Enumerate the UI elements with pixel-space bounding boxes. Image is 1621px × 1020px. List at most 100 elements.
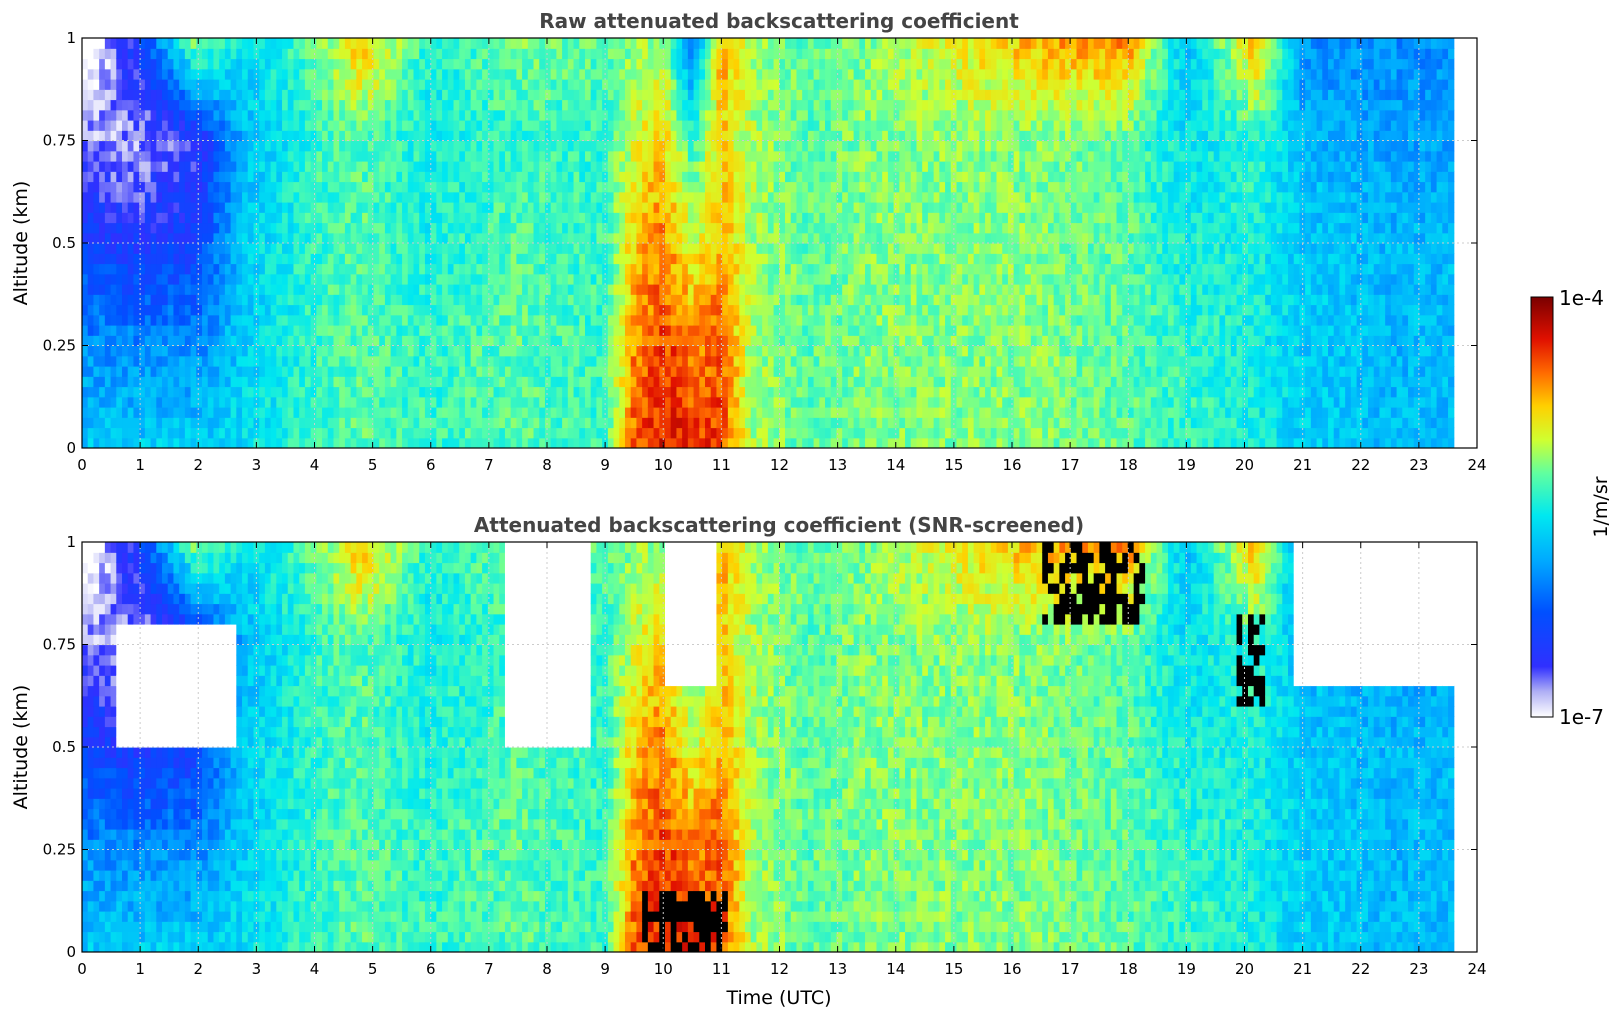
heatmap-cell <box>333 345 340 357</box>
heatmap-cell <box>179 314 186 326</box>
heatmap-cell <box>516 79 523 90</box>
heatmap-cell <box>310 386 317 398</box>
heatmap-cell <box>344 140 352 152</box>
heatmap-cell <box>579 161 586 172</box>
heatmap-cell <box>350 376 357 388</box>
heatmap-cell <box>236 366 243 377</box>
heatmap-cell <box>544 294 552 306</box>
heatmap-cell <box>356 232 363 244</box>
heatmap-cell <box>253 140 260 152</box>
heatmap-cell <box>510 407 517 418</box>
heatmap-cell <box>264 48 272 60</box>
heatmap-cell <box>562 253 569 265</box>
heatmap-cell <box>533 355 540 367</box>
heatmap-cell <box>482 396 489 408</box>
heatmap-cell <box>642 407 649 418</box>
heatmap-cell <box>150 38 157 49</box>
heatmap-cell <box>373 150 380 162</box>
heatmap-cell <box>464 150 472 162</box>
heatmap-cell <box>705 325 712 336</box>
heatmap-cell <box>156 386 163 398</box>
heatmap-cell <box>579 407 586 418</box>
heatmap-cell <box>487 120 495 131</box>
heatmap-cell <box>567 407 575 418</box>
heatmap-cell <box>144 427 152 439</box>
heatmap-cell <box>310 79 317 90</box>
heatmap-cell <box>259 222 266 234</box>
heatmap-cell <box>99 140 106 152</box>
heatmap-cell <box>419 304 426 316</box>
heatmap-cell <box>362 376 369 388</box>
heatmap-cell <box>122 191 129 203</box>
heatmap-cell <box>167 417 175 429</box>
heatmap-cell <box>613 68 620 80</box>
heatmap-cell <box>310 89 317 101</box>
heatmap-cell <box>733 130 740 142</box>
heatmap-cell <box>579 150 586 162</box>
heatmap-cell <box>544 150 552 162</box>
heatmap-cell <box>264 345 272 357</box>
heatmap-cell <box>144 396 152 408</box>
heatmap-cell <box>459 294 466 306</box>
heatmap-cell <box>236 437 243 448</box>
heatmap-cell <box>333 294 340 306</box>
heatmap-cell <box>270 427 277 439</box>
heatmap-cell <box>270 325 277 336</box>
heatmap-cell <box>767 284 775 295</box>
heatmap-cell <box>607 263 615 275</box>
heatmap-cell <box>785 150 792 162</box>
heatmap-cell <box>602 396 609 408</box>
heatmap-cell <box>716 294 723 306</box>
heatmap-cell <box>259 202 266 213</box>
heatmap-cell <box>276 386 283 398</box>
heatmap-cell <box>487 273 495 285</box>
heatmap-cell <box>122 355 129 367</box>
heatmap-cell <box>533 161 540 172</box>
heatmap-cell <box>436 407 443 418</box>
heatmap-cell <box>533 335 540 347</box>
heatmap-cell <box>619 396 626 408</box>
heatmap-cell <box>499 38 506 49</box>
heatmap-cell <box>327 130 335 142</box>
heatmap-cell <box>647 191 655 203</box>
heatmap-cell <box>379 376 386 388</box>
heatmap-cell <box>156 243 163 254</box>
heatmap-cell <box>459 243 466 254</box>
heatmap-cell <box>116 304 123 316</box>
heatmap-cell <box>510 243 517 254</box>
heatmap-cell <box>607 171 615 183</box>
heatmap-cell <box>104 304 112 316</box>
heatmap-cell <box>476 335 483 347</box>
heatmap-cell <box>436 263 443 275</box>
heatmap-cell <box>327 171 335 183</box>
heatmap-cell <box>356 202 363 213</box>
heatmap-cell <box>785 273 792 285</box>
heatmap-cell <box>230 325 237 336</box>
heatmap-cell <box>287 68 295 80</box>
heatmap-cell <box>82 284 89 295</box>
heatmap-cell <box>196 171 203 183</box>
heatmap-cell <box>705 48 712 60</box>
heatmap-cell <box>642 171 649 183</box>
heatmap-cell <box>276 120 283 131</box>
heatmap-cell <box>390 253 397 265</box>
heatmap-cell <box>584 427 592 439</box>
heatmap-cell <box>682 48 689 60</box>
heatmap-cell <box>619 345 626 357</box>
heatmap-cell <box>322 150 329 162</box>
heatmap-cell <box>139 376 146 388</box>
heatmap-cell <box>539 243 546 254</box>
heatmap-cell <box>647 109 655 121</box>
heatmap-cell <box>333 58 340 70</box>
heatmap-cell <box>384 79 392 90</box>
heatmap-cell <box>510 150 517 162</box>
heatmap-cell <box>207 243 215 254</box>
heatmap-cell <box>82 48 89 60</box>
heatmap-cell <box>550 191 557 203</box>
heatmap-cell <box>224 79 232 90</box>
heatmap-cell <box>487 427 495 439</box>
heatmap-cell <box>224 294 232 306</box>
heatmap-cell <box>590 181 598 193</box>
heatmap-cell <box>316 386 323 398</box>
heatmap-cell <box>779 79 786 90</box>
